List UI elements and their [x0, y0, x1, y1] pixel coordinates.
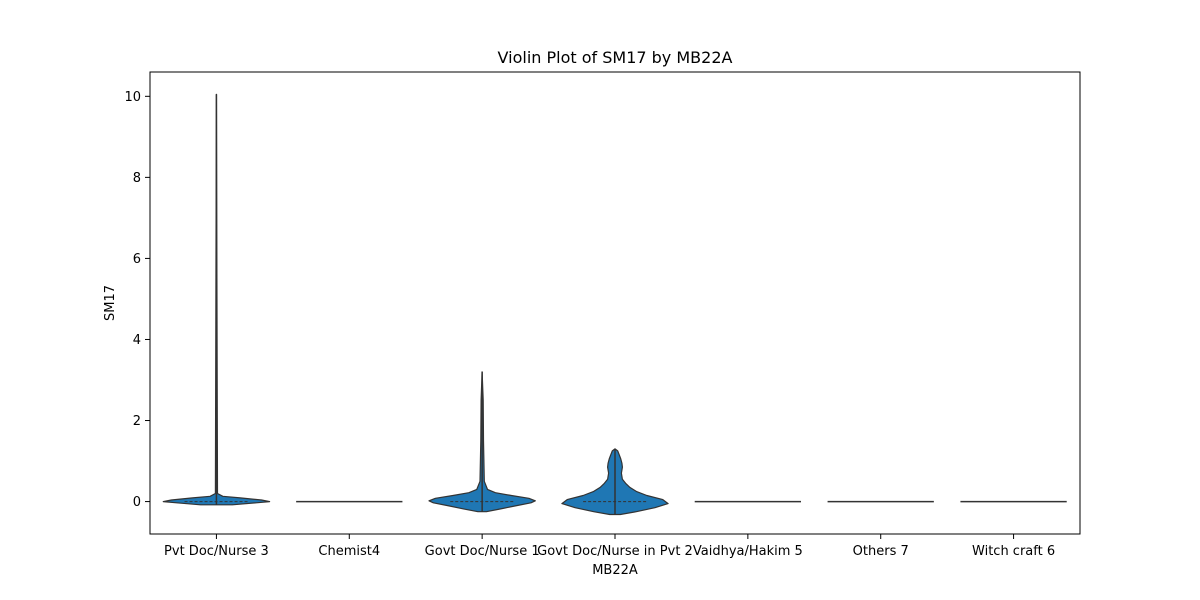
- y-tick-label: 0: [133, 495, 141, 510]
- x-tick-label: Others 7: [853, 544, 909, 559]
- x-tick-label: Witch craft 6: [972, 544, 1055, 559]
- y-tick-label: 2: [133, 414, 141, 429]
- plot-area: [162, 93, 1067, 516]
- y-tick-label: 8: [133, 171, 141, 186]
- y-axis-label: SM17: [103, 285, 118, 321]
- violin-2: [428, 371, 536, 513]
- x-axis-label: MB22A: [592, 563, 638, 578]
- x-tick-label: Chemist4: [318, 544, 380, 559]
- x-axis: Pvt Doc/Nurse 3 Chemist4 Govt Doc/Nurse 1G…: [164, 534, 1055, 559]
- x-tick-label: Pvt Doc/Nurse 3: [164, 544, 269, 559]
- x-tick-label: Govt Doc/Nurse 1: [425, 544, 540, 559]
- chart-title: Violin Plot of SM17 by MB22A: [498, 48, 733, 67]
- x-tick-label: Govt Doc/Nurse in Pvt 2: [537, 544, 693, 559]
- y-axis: 0 2 4 6 8 10: [124, 90, 150, 510]
- y-tick-label: 10: [124, 90, 141, 105]
- y-tick-label: 4: [133, 333, 141, 348]
- x-tick-label: Vaidhya/Hakim 5: [693, 544, 803, 559]
- violin-3: [561, 448, 669, 516]
- violin-0: [162, 93, 271, 506]
- y-tick-label: 6: [133, 252, 141, 267]
